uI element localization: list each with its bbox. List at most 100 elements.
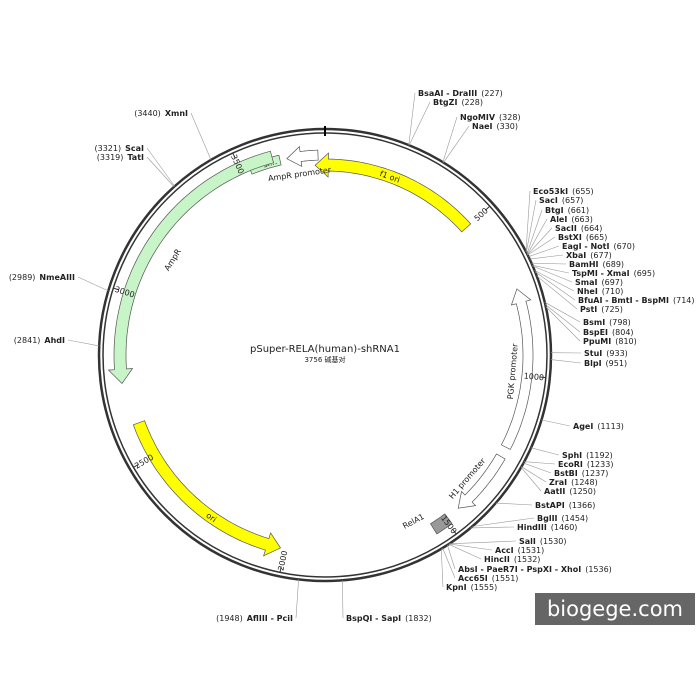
- feature-label: RelA1: [401, 512, 425, 531]
- site-name: TspMI - XmaI: [572, 269, 630, 278]
- tick-mark: [113, 287, 120, 291]
- site-name: SacII: [555, 224, 577, 233]
- map-title: pSuper-RELA(human)-shRNA1: [250, 344, 400, 355]
- site-position: (951): [606, 359, 628, 368]
- leader-line: [523, 462, 552, 474]
- site-position: (657): [562, 196, 584, 205]
- site-name: BsmI: [583, 318, 605, 327]
- leader-line: [521, 466, 547, 483]
- site-position: (695): [634, 269, 656, 278]
- tick-mark: [279, 566, 282, 573]
- site-position: (1555): [471, 583, 498, 592]
- site-label: BstBI (1237): [554, 469, 608, 478]
- leader-line: [527, 236, 556, 256]
- site-name: Acc65I: [458, 574, 488, 583]
- site-name: TatI: [127, 153, 144, 162]
- site-position: (1454): [562, 514, 589, 523]
- leader-line: [529, 254, 564, 260]
- site-label: (2841) AhdI: [14, 336, 65, 345]
- leader-line: [146, 147, 175, 187]
- leader-line: [442, 116, 458, 163]
- site-label: EcoRI (1233): [558, 460, 613, 469]
- site-position: (1366): [569, 501, 596, 510]
- site-name: AflIII - PciI: [247, 614, 293, 623]
- leader-line: [525, 190, 531, 252]
- site-label: AleI (663): [550, 215, 593, 224]
- site-name: HincII: [484, 555, 510, 564]
- site-position: (1948): [216, 614, 243, 623]
- leader-line: [532, 264, 570, 274]
- site-name: AgeI: [573, 422, 593, 431]
- leader-line: [77, 276, 109, 292]
- site-position: (1532): [514, 555, 541, 564]
- backbone-outer: [97, 127, 553, 583]
- site-label: ZraI (1248): [549, 478, 598, 487]
- tick-mark: [539, 376, 546, 379]
- leader-line: [146, 156, 175, 187]
- feature-arrow: [430, 513, 453, 535]
- site-name: PpuMI: [583, 337, 611, 346]
- leader-line: [495, 502, 533, 506]
- site-label: AatII (1250): [544, 487, 596, 496]
- site-label: NheI (710): [577, 287, 623, 296]
- site-label: PstI (725): [580, 305, 623, 314]
- site-position: (330): [497, 122, 519, 131]
- leader-line: [443, 125, 470, 163]
- site-label: (3319) TatI: [97, 153, 144, 162]
- site-label: HindIII (1460): [517, 523, 577, 532]
- site-label: NaeI (330): [472, 122, 518, 131]
- site-label: SalI (1530): [519, 537, 567, 546]
- site-label: Eco53kI (655): [533, 187, 594, 196]
- site-position: (1237): [582, 469, 609, 478]
- site-label: StuI (933): [584, 349, 628, 358]
- leader-line: [470, 526, 515, 529]
- site-label: SmaI (697): [575, 278, 623, 287]
- site-position: (798): [609, 318, 631, 327]
- site-name: AbsI - PaeR7I - PspXI - XhoI: [458, 565, 581, 574]
- tick-mark: [133, 463, 139, 468]
- leader-line: [550, 359, 582, 364]
- tick-label: 1000: [523, 371, 544, 382]
- site-label: AgeI (1113): [573, 422, 624, 431]
- site-label: BstAPI (1366): [535, 501, 595, 510]
- site-position: (804): [612, 328, 634, 337]
- site-name: BstAPI: [535, 501, 565, 510]
- site-label: SphI (1192): [562, 451, 613, 460]
- leader-line: [524, 461, 556, 465]
- site-position: (227): [481, 89, 503, 98]
- leader-line: [472, 517, 535, 527]
- site-label: BtgI (661): [545, 206, 589, 215]
- tick-mark: [232, 152, 236, 159]
- site-name: AleI: [550, 215, 567, 224]
- site-name: KpnI: [446, 583, 467, 592]
- site-label: (3440) XmnI: [134, 109, 188, 118]
- site-position: (1192): [586, 451, 613, 460]
- site-position: (665): [586, 233, 608, 242]
- site-position: (1460): [551, 523, 578, 532]
- leader-line: [534, 270, 575, 292]
- site-position: (710): [602, 287, 624, 296]
- leader-line: [532, 265, 573, 283]
- site-position: (933): [606, 349, 628, 358]
- site-label: BspEI (804): [583, 328, 634, 337]
- site-name: BtgI: [545, 206, 564, 215]
- site-label: BglII (1454): [537, 514, 588, 523]
- leader-line: [526, 199, 537, 253]
- site-name: BspEI: [583, 328, 608, 337]
- site-name: Eco53kI: [533, 187, 568, 196]
- leader-line: [440, 548, 444, 588]
- leader-line: [67, 339, 100, 347]
- site-name: AhdI: [44, 336, 65, 345]
- leader-line: [295, 579, 299, 619]
- site-name: HindIII: [517, 523, 547, 532]
- site-name: BglII: [537, 514, 558, 523]
- tick-mark: [484, 205, 491, 211]
- site-position: (1832): [405, 614, 432, 623]
- site-label: BsaAI - DraIII (227): [418, 89, 503, 98]
- site-name: NaeI: [472, 122, 493, 131]
- leader-line: [545, 304, 581, 333]
- site-name: NgoMIV: [460, 113, 496, 122]
- leader-line: [526, 209, 543, 254]
- feature-arrow: [132, 420, 282, 557]
